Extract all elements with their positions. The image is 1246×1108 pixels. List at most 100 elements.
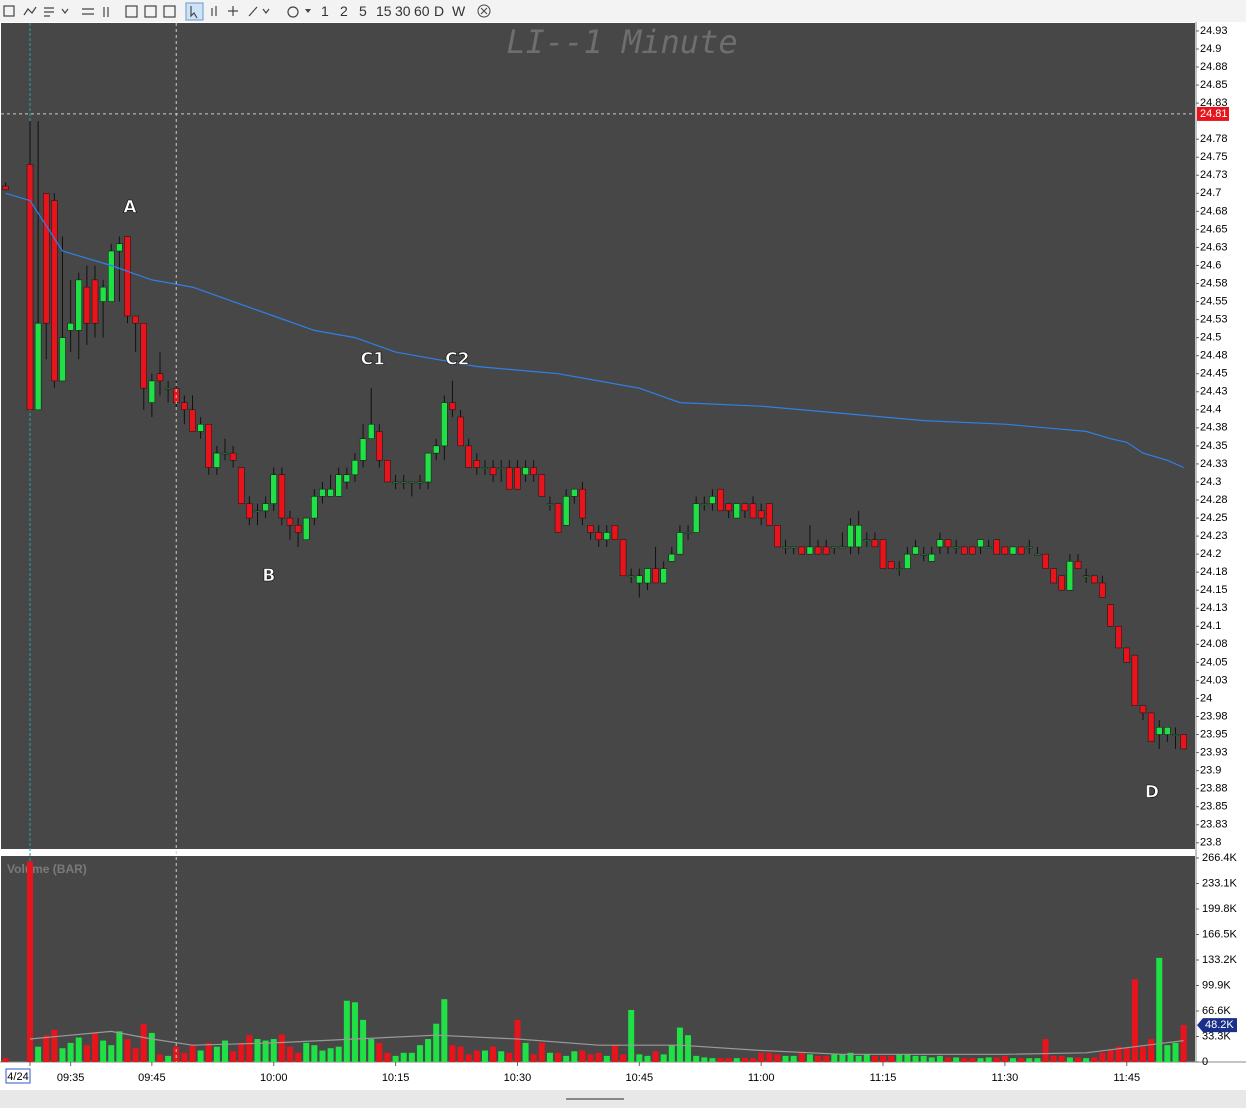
- volume-bar: [165, 1055, 172, 1062]
- period-button[interactable]: D: [434, 3, 445, 19]
- volume-bar: [400, 1052, 407, 1062]
- candle-body: [831, 546, 838, 549]
- candle-body: [936, 539, 944, 548]
- x-tick-label: 09:45: [138, 1072, 166, 1084]
- candle-body: [124, 236, 131, 317]
- x-tick-label: 10:30: [504, 1072, 532, 1084]
- candle-body: [506, 467, 513, 490]
- volume-bar: [205, 1042, 212, 1062]
- y-tick-label: 24.03: [1200, 674, 1228, 686]
- candle-body: [961, 546, 968, 555]
- volume-bar: [1107, 1049, 1114, 1062]
- volume-bar: [384, 1052, 391, 1062]
- candle-body: [51, 200, 58, 382]
- volume-bar: [855, 1055, 862, 1062]
- volume-bar: [197, 1050, 204, 1062]
- volume-bar: [685, 1035, 692, 1062]
- candle-body: [538, 474, 546, 497]
- volume-bar: [961, 1058, 968, 1062]
- volume-ma-line: [29, 1030, 1184, 1055]
- period-button[interactable]: 2: [340, 3, 348, 19]
- volume-bar: [1075, 1057, 1082, 1062]
- annotation: B: [262, 566, 275, 586]
- candle-body: [1074, 561, 1082, 569]
- candle-body: [896, 568, 903, 570]
- x-tick-label: 11:45: [1113, 1072, 1140, 1084]
- candle-body: [562, 496, 570, 526]
- volume-bar: [132, 1048, 139, 1062]
- y-tick-label: 24.18: [1200, 566, 1228, 578]
- y-tick-label: 24.35: [1200, 440, 1228, 452]
- candle-body: [782, 546, 789, 549]
- volume-bar: [620, 1054, 627, 1062]
- y-tick-label: 24.05: [1200, 656, 1228, 668]
- period-button[interactable]: W: [452, 3, 466, 19]
- volume-bar: [286, 1046, 293, 1062]
- candle-body: [684, 532, 692, 534]
- y-tick-label: 0: [1202, 1056, 1208, 1068]
- volume-bar: [709, 1058, 716, 1062]
- volume-bar: [392, 1055, 399, 1062]
- candle-body: [717, 488, 724, 512]
- candle-body: [34, 322, 42, 411]
- candle-body: [522, 467, 529, 475]
- volume-bar: [416, 1045, 423, 1062]
- volume-bar: [473, 1050, 480, 1062]
- volume-bar: [230, 1051, 237, 1062]
- close-icon[interactable]: [474, 0, 494, 22]
- volume-bar: [238, 1042, 245, 1062]
- volume-bar: [1156, 957, 1163, 1062]
- candle-body: [1147, 712, 1155, 743]
- y-tick-label: 24.85: [1200, 79, 1228, 91]
- candle-body: [644, 568, 651, 584]
- volume-bar: [335, 1046, 342, 1062]
- volume-bar: [319, 1050, 326, 1062]
- period-button[interactable]: 5: [359, 3, 367, 19]
- volume-bar: [904, 1054, 911, 1062]
- volume-bar: [1164, 1045, 1171, 1062]
- y-tick-label: 24.48: [1200, 350, 1228, 362]
- volume-bar: [920, 1055, 927, 1062]
- volume-marker-label: 48.2K: [1205, 1019, 1234, 1031]
- volume-panel: [1, 856, 1195, 1062]
- candle-body: [497, 467, 505, 469]
- candle-body: [335, 474, 342, 497]
- x-tick-label: 11:15: [870, 1072, 897, 1084]
- candle-body: [1017, 546, 1025, 555]
- candle-body: [262, 503, 269, 512]
- volume-bar: [1018, 1058, 1025, 1062]
- volume-bar: [798, 1052, 805, 1062]
- candle-body: [1034, 553, 1041, 556]
- volume-bar: [67, 1042, 74, 1062]
- candle-body: [286, 517, 294, 526]
- y-tick-label: 23.9: [1200, 765, 1221, 777]
- annotation: C1: [361, 349, 385, 369]
- candle-body: [904, 553, 911, 569]
- candle-body: [611, 525, 619, 540]
- y-tick-label: 24.55: [1200, 295, 1228, 307]
- period-button[interactable]: 1: [321, 3, 329, 19]
- candle-body: [587, 525, 594, 533]
- volume-bar: [880, 1055, 887, 1062]
- volume-bar: [262, 1040, 269, 1062]
- volume-bar: [774, 1054, 781, 1062]
- candle-body: [879, 539, 887, 569]
- y-tick-label: 24.7: [1200, 187, 1221, 199]
- y-tick-label: 24.73: [1200, 169, 1228, 181]
- volume-bar: [83, 1045, 90, 1062]
- volume-bar: [839, 1054, 846, 1062]
- y-tick-label: 24.78: [1200, 133, 1228, 145]
- candle-body: [1058, 575, 1066, 591]
- candle-body: [741, 503, 749, 512]
- volume-bar: [351, 1002, 358, 1062]
- candle-body: [311, 496, 318, 519]
- candle-body: [26, 164, 34, 411]
- volume-bar: [51, 1029, 58, 1062]
- volume-bar: [1066, 1057, 1073, 1062]
- candle-body: [766, 503, 773, 526]
- period-button[interactable]: 60: [414, 3, 430, 19]
- period-button[interactable]: 15: [376, 3, 392, 19]
- volume-bar: [595, 1052, 602, 1062]
- period-button[interactable]: 30: [395, 3, 411, 19]
- y-tick-label: 24.38: [1200, 422, 1228, 434]
